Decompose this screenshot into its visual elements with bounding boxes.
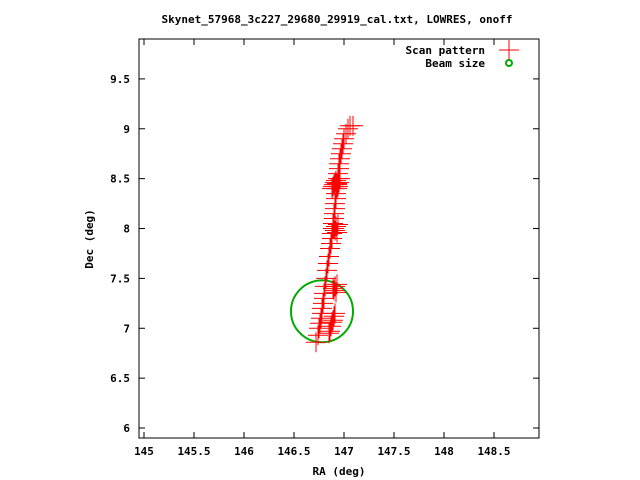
scan-point: [324, 218, 344, 239]
scan-point: [334, 128, 354, 149]
x-tick-label: 145: [134, 445, 154, 458]
y-tick-label: 6.5: [110, 372, 130, 385]
x-tick-label: 148.5: [477, 445, 510, 458]
y-tick-label: 6: [123, 422, 130, 435]
y-tick-label: 9: [123, 123, 130, 136]
plot-frame: [138, 38, 540, 439]
y-tick-label: 9.5: [110, 73, 130, 86]
x-tick-label: 146.5: [277, 445, 310, 458]
scan-point: [324, 280, 344, 301]
plot-area: [290, 115, 363, 353]
scan-point: [331, 143, 351, 164]
scan-point: [332, 138, 352, 159]
x-tick-label: 148: [434, 445, 454, 458]
legend-marker-scan-pattern: [499, 40, 519, 60]
scan-point: [325, 193, 345, 214]
scan-point: [327, 274, 347, 295]
scan-point: [325, 220, 345, 241]
x-tick-label: 147: [334, 445, 354, 458]
x-axis-label: RA (deg): [313, 465, 366, 478]
scan-point: [323, 278, 343, 299]
scan-point: [313, 293, 333, 314]
scan-point: [324, 306, 344, 327]
axis-ticks: 145 145.5 146 146.5 147 147.5 148 148.5 6 6.5 7 7.5…: [110, 39, 539, 458]
scan-point: [312, 298, 332, 319]
y-tick-label: 7.5: [110, 272, 130, 285]
scan-point: [328, 176, 348, 197]
chart-title: Skynet_57968_3c227_29680_29919_cal.txt, …: [162, 13, 513, 26]
scan-point: [338, 118, 358, 139]
scan-point: [319, 246, 339, 267]
scan-point: [330, 168, 350, 189]
x-tick-label: 146: [234, 445, 254, 458]
scan-point: [328, 214, 348, 235]
scan-point: [320, 238, 340, 259]
scan-point: [325, 276, 345, 297]
scan-point: [322, 312, 342, 333]
y-axis-label: Dec (deg): [83, 209, 96, 269]
scan-point: [326, 282, 346, 303]
x-tick-label: 145.5: [177, 445, 210, 458]
scan-point: [326, 216, 346, 237]
scan-point: [321, 316, 341, 337]
y-tick-label: 8.5: [110, 173, 130, 186]
x-tick-label: 147.5: [377, 445, 410, 458]
scan-point: [309, 318, 329, 339]
scan-point: [330, 148, 350, 169]
legend-label-scan-pattern: Scan pattern: [406, 44, 485, 57]
scan-point: [327, 222, 347, 243]
scan-point: [329, 153, 349, 174]
scan-point: [333, 133, 353, 154]
legend-label-beam-size: Beam size: [425, 57, 485, 70]
scan-point: [311, 308, 331, 329]
scan-point: [325, 303, 345, 324]
legend-marker-beam-size: [505, 59, 513, 67]
scan-point: [327, 174, 347, 195]
scan-point: [343, 115, 363, 136]
scan-point: [329, 172, 349, 193]
y-tick-label: 8: [123, 223, 130, 236]
scan-point: [310, 313, 330, 334]
scan-point: [326, 170, 346, 191]
y-tick-label: 7: [123, 322, 130, 335]
scan-point: [320, 321, 340, 342]
scan-point: [321, 233, 341, 254]
